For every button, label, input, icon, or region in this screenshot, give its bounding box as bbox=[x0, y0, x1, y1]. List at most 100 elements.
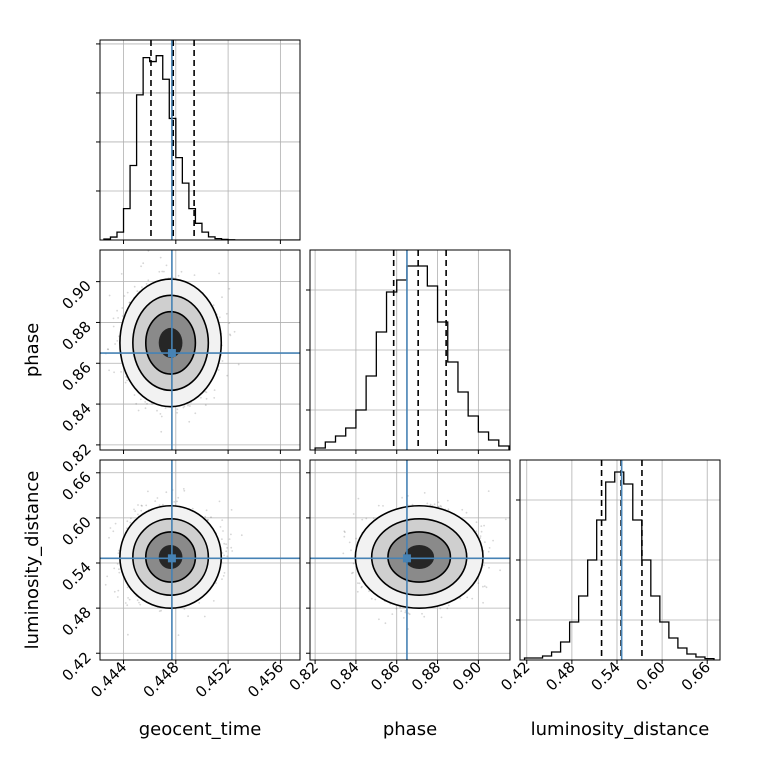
lumdist-vs-geocent-sample-point bbox=[187, 615, 190, 618]
phase-vs-geocent-contour-1 bbox=[132, 294, 210, 392]
lumdist-vs-geocent-sample-point bbox=[156, 497, 159, 499]
lumdist-vs-geocent-sample-point bbox=[158, 504, 161, 507]
lumdist-vs-phase-sample-point bbox=[479, 537, 482, 539]
phase-vs-geocent-sample-point bbox=[156, 409, 158, 412]
lumdist-vs-geocent-sample-point bbox=[147, 490, 149, 493]
phase-xtick-label: 0.90 bbox=[449, 658, 485, 694]
phase-vs-geocent-sample-point bbox=[233, 330, 236, 333]
phase-ytick-label: 0.84 bbox=[58, 399, 94, 435]
lumdist-vs-phase-sample-point bbox=[475, 530, 478, 532]
lumdist-xtick-label: 0.48 bbox=[542, 658, 578, 694]
phase-vs-geocent-sample-point bbox=[194, 412, 197, 415]
phase-vs-geocent-sample-point bbox=[142, 262, 145, 265]
phase-vs-geocent-sample-point bbox=[205, 397, 208, 400]
lumdist-vs-geocent-sample-point bbox=[106, 575, 109, 578]
y-axis-label-phase: phase bbox=[22, 323, 43, 377]
lumdist-vs-phase-sample-point bbox=[357, 582, 359, 584]
phase-vs-geocent-sample-point bbox=[160, 430, 163, 433]
lumdist-vs-geocent-sample-point bbox=[165, 491, 168, 494]
lumdist-vs-geocent-contour-1 bbox=[132, 518, 210, 596]
lumdist-vs-phase-truth-marker bbox=[402, 554, 411, 563]
phase-vs-geocent-sample-point bbox=[121, 307, 124, 309]
phase-vs-geocent-sample-point bbox=[144, 407, 147, 410]
lumdist-vs-geocent-sample-point bbox=[230, 546, 233, 549]
x-axis-label-phase: phase bbox=[383, 719, 437, 740]
lumdist-vs-phase-sample-point bbox=[447, 508, 450, 511]
lumdist-vs-phase-sample-point bbox=[343, 535, 346, 538]
phase-vs-geocent-sample-point bbox=[165, 264, 168, 267]
phase-vs-geocent-sample-point bbox=[136, 290, 139, 292]
lumdist-vs-phase-sample-point bbox=[411, 503, 414, 506]
phase-xtick-label: 0.88 bbox=[408, 658, 444, 694]
phase-vs-geocent-sample-point bbox=[229, 333, 231, 336]
y-axis-label-luminosity_distance: luminosity_distance bbox=[22, 471, 43, 650]
lumdist-vs-phase-sample-point bbox=[370, 597, 373, 600]
phase-ytick-label: 0.86 bbox=[58, 358, 94, 394]
lumdist-vs-geocent-sample-point bbox=[221, 552, 224, 554]
lumdist-vs-phase-sample-point bbox=[447, 604, 450, 607]
lumdist-vs-phase-sample-point bbox=[378, 618, 380, 621]
lumdist-vs-phase-sample-point bbox=[487, 490, 490, 492]
phase-vs-geocent-sample-point bbox=[126, 379, 128, 382]
phase-vs-geocent-sample-point bbox=[112, 317, 115, 320]
lumdist-vs-phase-sample-point bbox=[399, 606, 401, 609]
lumdist-vs-geocent-sample-point bbox=[127, 597, 129, 599]
lumdist-vs-geocent-sample-point bbox=[116, 596, 119, 598]
phase-vs-geocent-density bbox=[119, 278, 223, 408]
lumdist-vs-phase-sample-point bbox=[483, 564, 485, 566]
lumdist-vs-geocent-sample-point bbox=[231, 550, 234, 552]
lumdist-vs-geocent-sample-point bbox=[177, 496, 180, 499]
lumdist-vs-geocent-sample-point bbox=[118, 571, 121, 574]
phase-vs-geocent-sample-point bbox=[137, 409, 140, 412]
lumdist-vs-geocent-sample-point bbox=[138, 601, 140, 604]
phase-vs-geocent-sample-point bbox=[145, 283, 148, 285]
lumdist-vs-phase-sample-point bbox=[446, 499, 449, 502]
lumdist-vs-phase-sample-point bbox=[479, 535, 482, 537]
lumdist-vs-phase-sample-point bbox=[368, 590, 370, 593]
lumdist-vs-phase-contour-1 bbox=[370, 518, 468, 596]
lumdist-vs-geocent-sample-point bbox=[221, 519, 224, 521]
lumdist-vs-phase-sample-point bbox=[360, 586, 363, 589]
phase-vs-geocent-sample-point bbox=[157, 233, 159, 235]
lumdist-vs-phase-sample-point bbox=[440, 505, 443, 508]
lumdist-vs-geocent-sample-point bbox=[140, 504, 143, 507]
lumdist-vs-geocent-sample-point bbox=[221, 538, 223, 541]
lumdist-vs-phase-sample-point bbox=[365, 517, 368, 520]
lumdist-vs-phase-sample-point bbox=[344, 531, 346, 534]
lumdist-vs-geocent-truth-marker bbox=[167, 554, 176, 563]
phase-vs-geocent-sample-point bbox=[161, 270, 164, 273]
lumdist-vs-geocent-sample-point bbox=[145, 504, 148, 507]
phase-vs-geocent-sample-point bbox=[140, 265, 143, 268]
lumdist-vs-geocent-sample-point bbox=[113, 590, 116, 593]
lumdist-vs-geocent-sample-point bbox=[126, 604, 129, 607]
phase-vs-geocent-sample-point bbox=[113, 371, 115, 374]
lumdist-vs-phase-contour-0 bbox=[354, 504, 484, 610]
lumdist-ytick-label: 0.42 bbox=[58, 648, 94, 684]
lumdist-vs-phase-sample-point bbox=[384, 622, 387, 625]
lumdist-vs-geocent-sample-point bbox=[141, 505, 143, 507]
lumdist-vs-geocent-sample-point bbox=[226, 547, 229, 549]
phase-vs-geocent-contour-0 bbox=[119, 278, 223, 408]
phase-vs-geocent-sample-point bbox=[176, 411, 179, 414]
lumdist-vs-geocent-sample-point bbox=[204, 515, 207, 518]
lumdist-vs-geocent-sample-point bbox=[198, 602, 201, 604]
phase-vs-geocent-sample-point bbox=[213, 397, 216, 399]
lumdist-vs-geocent-sample-point bbox=[158, 610, 161, 612]
lumdist-vs-phase-sample-point bbox=[408, 613, 411, 616]
lumdist-vs-geocent-sample-point bbox=[137, 504, 139, 506]
phase-ytick-label: 0.82 bbox=[58, 440, 94, 476]
lumdist-vs-phase-sample-point bbox=[480, 525, 483, 527]
lumdist-vs-phase-sample-point bbox=[352, 562, 355, 565]
phase-vs-geocent-sample-point bbox=[123, 295, 126, 297]
phase-vs-geocent-sample-point bbox=[160, 415, 163, 418]
lumdist-vs-geocent-sample-point bbox=[223, 554, 226, 557]
lumdist-vs-phase-sample-point bbox=[382, 505, 384, 507]
lumdist-vs-phase-sample-point bbox=[439, 504, 442, 507]
x-axis-label-luminosity_distance: luminosity_distance bbox=[531, 719, 710, 740]
phase-xtick-label: 0.82 bbox=[286, 658, 322, 694]
lumdist-vs-phase-sample-point bbox=[482, 601, 484, 604]
lumdist-vs-phase-sample-point bbox=[377, 504, 380, 507]
lumdist-vs-geocent-sample-point bbox=[113, 567, 116, 570]
lumdist-vs-geocent-sample-point bbox=[126, 520, 129, 523]
